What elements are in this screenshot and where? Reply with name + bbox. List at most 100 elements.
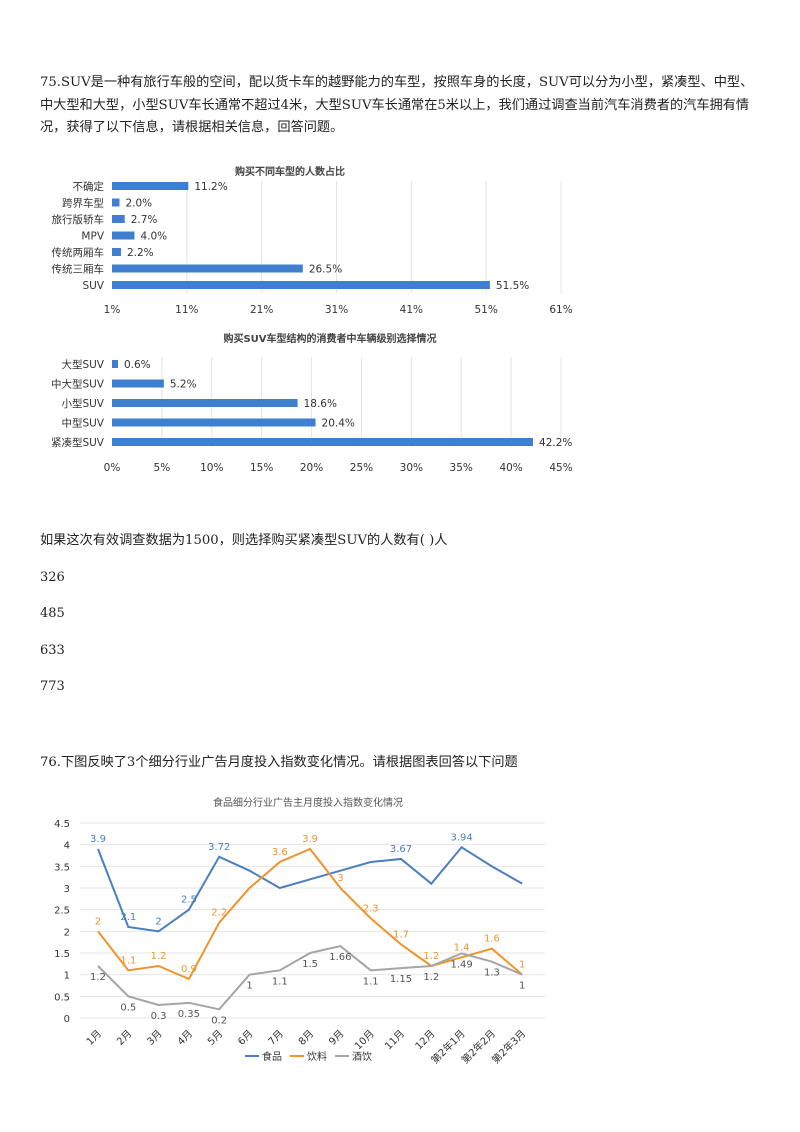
category-label: 旅行版轿车: [52, 213, 105, 226]
bar-value-label: 2.7%: [131, 214, 158, 226]
bar: [112, 281, 490, 289]
category-label: 跨界车型: [62, 197, 104, 210]
y-tick-label: 2.5: [54, 906, 70, 917]
category-label: MPV: [81, 231, 104, 243]
axis-tick-label: 1%: [104, 304, 121, 316]
data-label: 1.2: [423, 972, 439, 983]
category-label: 传统三厢车: [52, 263, 105, 276]
data-label: 1.66: [329, 952, 351, 963]
data-label: 0.2: [211, 1015, 227, 1026]
data-label: 1.6: [484, 934, 500, 945]
axis-tick-label: 5%: [154, 462, 171, 474]
category-label: 中大型SUV: [51, 378, 105, 391]
data-label: 3: [337, 873, 343, 884]
bar-value-label: 2.0%: [125, 198, 152, 210]
bar: [112, 231, 135, 240]
axis-tick-label: 40%: [499, 462, 522, 474]
question-75-stem: 如果这次有效调查数据为1500，则选择购买紧凑型SUV的人数有( )人: [40, 533, 448, 548]
axis-tick-label: 30%: [400, 462, 423, 474]
data-label: 3.6: [272, 847, 288, 858]
bar-value-label: 26.5%: [309, 264, 342, 276]
chart-title: 购买SUV车型结构的消费者中车辆级别选择情况: [223, 332, 436, 345]
data-label: 1.49: [450, 959, 472, 970]
option-b[interactable]: 485: [40, 606, 65, 621]
y-tick-label: 3: [64, 884, 70, 895]
data-label: 2: [155, 916, 161, 927]
axis-tick-label: 35%: [450, 462, 473, 474]
chart-title: 食品细分行业广告主月度投入指数变化情况: [213, 796, 403, 809]
data-label: 2.5: [181, 895, 197, 906]
data-label: 0.3: [151, 1011, 167, 1022]
data-label: 1.2: [423, 951, 439, 962]
data-label: 1.1: [363, 976, 379, 987]
bar: [112, 198, 120, 207]
data-label: 1.7: [393, 929, 409, 940]
axis-tick-label: 11%: [175, 304, 198, 316]
data-label: 1: [246, 981, 252, 992]
data-label: 1.2: [90, 972, 106, 983]
ad-index-line-chart: 食品细分行业广告主月度投入指数变化情况 0 0.5 1 1.5 2 2.5 3 3.5 4 4.5…: [40, 790, 560, 1070]
bar: [112, 379, 164, 388]
data-label: 2.2: [211, 908, 227, 919]
category-label: 中型SUV: [61, 417, 104, 430]
option-d[interactable]: 773: [40, 679, 65, 694]
data-label: 1.1: [272, 976, 288, 987]
y-tick-label: 3.5: [54, 862, 70, 873]
series-line-0: [97, 845, 523, 933]
question-75-text: 75.SUV是一种有旅行车般的空间，配以货卡车的越野能力的车型，按照车身的长度，…: [40, 75, 754, 135]
data-label: 1: [519, 960, 525, 971]
axis-tick-label: 21%: [250, 304, 273, 316]
category-label: SUV: [82, 280, 104, 292]
data-label: 3.72: [208, 842, 230, 853]
legend-label: 饮料: [307, 1050, 327, 1063]
bar-value-label: 51.5%: [496, 280, 529, 292]
category-label: 紧凑型SUV: [51, 436, 105, 449]
data-label: 2.3: [363, 903, 379, 914]
y-tick-label: 4.5: [54, 819, 70, 830]
bar: [112, 182, 189, 190]
axis-tick-label: 41%: [400, 304, 423, 316]
axis-tick-label: 25%: [350, 462, 373, 474]
legend-label: 食品: [262, 1050, 282, 1063]
data-label: 1.1: [120, 955, 136, 966]
option-c[interactable]: 633: [40, 643, 65, 658]
category-label: 大型SUV: [61, 358, 104, 371]
bar: [112, 264, 303, 273]
y-tick-label: 0: [64, 1014, 70, 1025]
bar: [112, 438, 534, 446]
axis-tick-label: 15%: [250, 462, 273, 474]
data-label: 0.35: [178, 1009, 200, 1020]
data-label: 2: [95, 916, 101, 927]
y-tick-label: 4: [64, 841, 70, 852]
chart-title: 购买不同车型的人数占比: [235, 165, 345, 178]
y-tick-label: 0.5: [54, 992, 70, 1003]
data-label: 3.9: [302, 834, 318, 845]
category-label: 不确定: [73, 180, 105, 193]
bar: [112, 215, 125, 223]
data-label: 1.5: [302, 959, 318, 970]
data-label: 0.9: [181, 964, 197, 975]
bar: [112, 248, 121, 256]
bar-value-label: 42.2%: [539, 437, 572, 449]
y-tick-label: 2: [64, 927, 70, 938]
data-label: 0.5: [120, 1002, 136, 1013]
data-label: 1.2: [151, 951, 167, 962]
data-label: 3.9: [90, 834, 106, 845]
bar: [112, 399, 298, 407]
category-label: 传统两厢车: [52, 246, 105, 259]
category-label: 小型SUV: [61, 397, 104, 410]
bar-value-label: 20.4%: [322, 418, 355, 430]
question-76-text: 76.下图反映了3个细分行业广告月度投入指数变化情况。请根据图表回答以下问题: [40, 755, 518, 770]
bar-value-label: 0.6%: [124, 359, 151, 371]
data-label: 1.3: [484, 968, 500, 979]
bar-value-label: 11.2%: [194, 181, 227, 193]
axis-tick-label: 20%: [300, 462, 323, 474]
axis-tick-label: 10%: [200, 462, 223, 474]
y-tick-label: 1.5: [54, 949, 70, 960]
y-tick-label: 1: [64, 971, 70, 982]
data-label: 1.15: [390, 974, 412, 985]
series-line-2: [97, 944, 523, 1011]
data-label: 3.94: [450, 832, 472, 843]
bar-value-label: 18.6%: [304, 398, 337, 410]
option-a[interactable]: 326: [40, 570, 65, 585]
